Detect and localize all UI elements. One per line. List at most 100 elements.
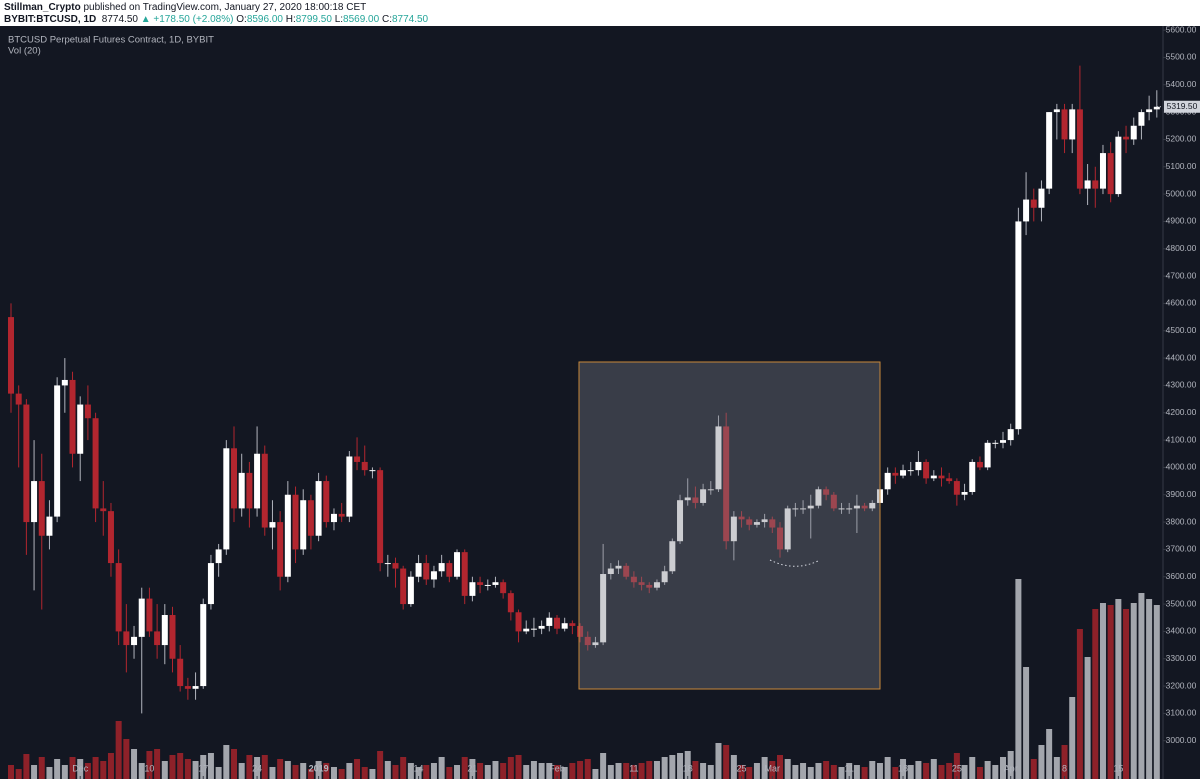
y-tick-label: 3300.00 (1166, 653, 1197, 663)
candle-body (938, 475, 945, 479)
candle-body (269, 522, 276, 528)
candle-body (761, 519, 768, 523)
candle-body (369, 470, 376, 472)
volume-bar (107, 753, 114, 779)
volume-bar (507, 757, 514, 779)
volume-bar (1123, 609, 1130, 779)
candle-body (677, 500, 684, 542)
candle-body (669, 541, 676, 572)
volume-bar (1046, 729, 1053, 779)
volume-bar (315, 761, 322, 779)
volume-bar (384, 761, 391, 779)
candle-body (1092, 180, 1099, 189)
candle-body (254, 453, 261, 509)
candle-body (177, 658, 184, 687)
candle-body (146, 598, 153, 632)
candle-body (477, 582, 484, 585)
candle-body (354, 456, 361, 462)
volume-bar (15, 769, 22, 779)
volume-bar (500, 763, 507, 779)
last-price-label: 5319.50 (1167, 101, 1198, 111)
candle-body (430, 571, 437, 580)
volume-bar (746, 767, 753, 779)
volume-bar (1130, 603, 1137, 779)
volume-bar (869, 761, 876, 779)
candle-body (484, 584, 491, 586)
candle-body (792, 508, 799, 510)
x-tick-label: 18 (898, 763, 908, 773)
candle-body (653, 582, 660, 588)
y-tick-label: 5600.00 (1166, 24, 1197, 34)
volume-bar (1138, 593, 1145, 779)
x-tick-label: Mar (765, 763, 781, 773)
candle-body (154, 631, 161, 646)
candle-body (1030, 199, 1037, 208)
candle-body (1000, 440, 1007, 443)
y-tick-label: 4700.00 (1166, 270, 1197, 280)
y-tick-label: 4200.00 (1166, 407, 1197, 417)
candle-body (100, 508, 107, 512)
candle-body (1038, 188, 1045, 208)
candle-body (769, 519, 776, 528)
candle-body (577, 625, 584, 637)
y-tick-label: 4000.00 (1166, 462, 1197, 472)
volume-bar (492, 761, 499, 779)
volume-bar (853, 765, 860, 779)
candle-body (1023, 199, 1030, 222)
volume-bar (223, 745, 230, 779)
volume-bar (484, 765, 491, 779)
volume-bar (584, 759, 591, 779)
ohlc-label: L: (334, 14, 344, 25)
volume-bar (1061, 745, 1068, 779)
candle-body (746, 519, 753, 525)
volume-bar (123, 739, 130, 779)
x-tick-label: 10 (144, 763, 154, 773)
volume-bar (823, 761, 830, 779)
volume-bar (876, 763, 883, 779)
candle-body (238, 472, 245, 509)
volume-bar (976, 767, 983, 779)
candle-body (192, 686, 199, 689)
volume-bar (330, 767, 337, 779)
volume-bar (638, 763, 645, 779)
volume-bar (923, 763, 930, 779)
volume-bar (284, 761, 291, 779)
volume-bar (54, 759, 61, 779)
volume-bar (784, 759, 791, 779)
volume-bar (615, 763, 622, 779)
volume-bar (461, 757, 468, 779)
volume-bar (553, 765, 560, 779)
volume-bar (861, 767, 868, 779)
y-tick-label: 3100.00 (1166, 708, 1197, 718)
volume-bar (61, 765, 68, 779)
candle-body (438, 563, 445, 572)
volume-bar (753, 763, 760, 779)
candle-body (646, 584, 653, 588)
chart-title: BTCUSD Perpetual Futures Contract, 1D, B… (8, 35, 214, 46)
volume-bar (607, 765, 614, 779)
volume-bar (884, 757, 891, 779)
y-tick-label: 3400.00 (1166, 626, 1197, 636)
volume-bar (677, 753, 684, 779)
volume-bar (1000, 757, 1007, 779)
y-tick-label: 3900.00 (1166, 489, 1197, 499)
volume-bar (446, 767, 453, 779)
volume-bar (777, 755, 783, 779)
candle-body (946, 478, 953, 482)
candle-body (561, 623, 568, 629)
volume-bar (338, 769, 345, 779)
candle-body (838, 508, 845, 510)
volume-bar (530, 761, 537, 779)
volume-bar (569, 763, 576, 779)
candles (8, 65, 1160, 779)
volume-bar (231, 749, 238, 779)
candle-body (969, 461, 976, 493)
volume-bar (538, 763, 545, 779)
volume-bar (523, 765, 530, 779)
volume-bar (277, 759, 284, 779)
candle-body (915, 461, 922, 471)
volume-bar (761, 757, 768, 779)
candle-body (1115, 136, 1122, 195)
candle-body (307, 500, 314, 536)
